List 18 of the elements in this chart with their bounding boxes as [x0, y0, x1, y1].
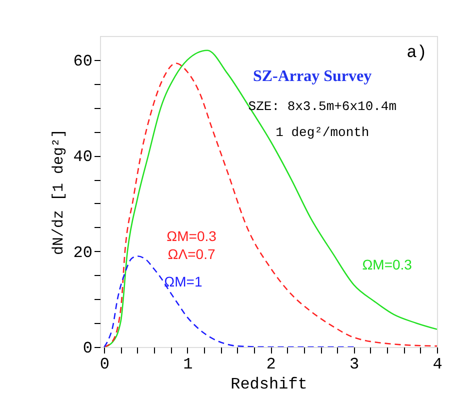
series-label: ΩM=1 — [164, 273, 202, 290]
annotation: a) — [406, 44, 427, 63]
series-label: ΩM=0.3 — [362, 256, 412, 273]
y-tick-label: 60 — [73, 52, 92, 70]
y-tick-label: 0 — [82, 340, 92, 358]
y-tick-label: 20 — [73, 244, 92, 262]
x-tick-label: 0 — [100, 356, 110, 374]
x-tick-label: 1 — [183, 356, 193, 374]
x-tick-label: 2 — [266, 356, 276, 374]
text: ΩM=0.3 ΩΛ=0.7 — [166, 228, 217, 262]
annotation: SZE: 8x3.5m+6x10.4m — [248, 99, 397, 114]
annotation: SZ-Array Survey — [252, 68, 372, 85]
x-tick-label: 3 — [349, 356, 360, 374]
y-axis-title: dN/dz [1 deg²] — [50, 128, 68, 256]
x-axis-title: Redshift — [230, 376, 308, 394]
x-tick-label: 4 — [432, 356, 442, 374]
y-tick-label: 40 — [73, 148, 92, 166]
annotation: 1 deg²/month — [276, 125, 370, 140]
